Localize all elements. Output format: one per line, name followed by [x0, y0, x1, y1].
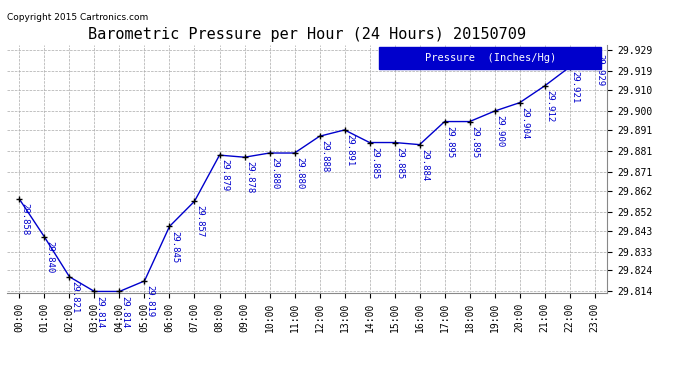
- Text: 29.880: 29.880: [270, 157, 279, 189]
- Text: Pressure  (Inches/Hg): Pressure (Inches/Hg): [424, 53, 555, 63]
- Text: 29.895: 29.895: [471, 126, 480, 158]
- Text: 29.885: 29.885: [395, 147, 404, 179]
- Text: 29.912: 29.912: [546, 90, 555, 122]
- Text: 29.814: 29.814: [121, 296, 130, 328]
- Text: 29.858: 29.858: [21, 203, 30, 236]
- Text: 29.879: 29.879: [221, 159, 230, 192]
- Text: 29.885: 29.885: [371, 147, 380, 179]
- Text: 29.904: 29.904: [521, 107, 530, 139]
- Text: 29.880: 29.880: [295, 157, 304, 189]
- Text: 29.857: 29.857: [195, 206, 204, 238]
- Text: 29.840: 29.840: [46, 241, 55, 273]
- FancyBboxPatch shape: [379, 48, 601, 69]
- Text: 29.814: 29.814: [95, 296, 104, 328]
- Text: 29.921: 29.921: [571, 71, 580, 104]
- Text: 29.845: 29.845: [170, 231, 179, 263]
- Text: 29.878: 29.878: [246, 161, 255, 194]
- Text: 29.895: 29.895: [446, 126, 455, 158]
- Title: Barometric Pressure per Hour (24 Hours) 20150709: Barometric Pressure per Hour (24 Hours) …: [88, 27, 526, 42]
- Text: 29.819: 29.819: [146, 285, 155, 317]
- Text: 29.900: 29.900: [495, 115, 504, 147]
- Text: 29.884: 29.884: [421, 149, 430, 181]
- Text: Copyright 2015 Cartronics.com: Copyright 2015 Cartronics.com: [7, 13, 148, 22]
- Text: 29.929: 29.929: [595, 54, 604, 87]
- Text: 29.821: 29.821: [70, 281, 79, 313]
- Text: 29.891: 29.891: [346, 134, 355, 166]
- Text: 29.888: 29.888: [321, 140, 330, 172]
